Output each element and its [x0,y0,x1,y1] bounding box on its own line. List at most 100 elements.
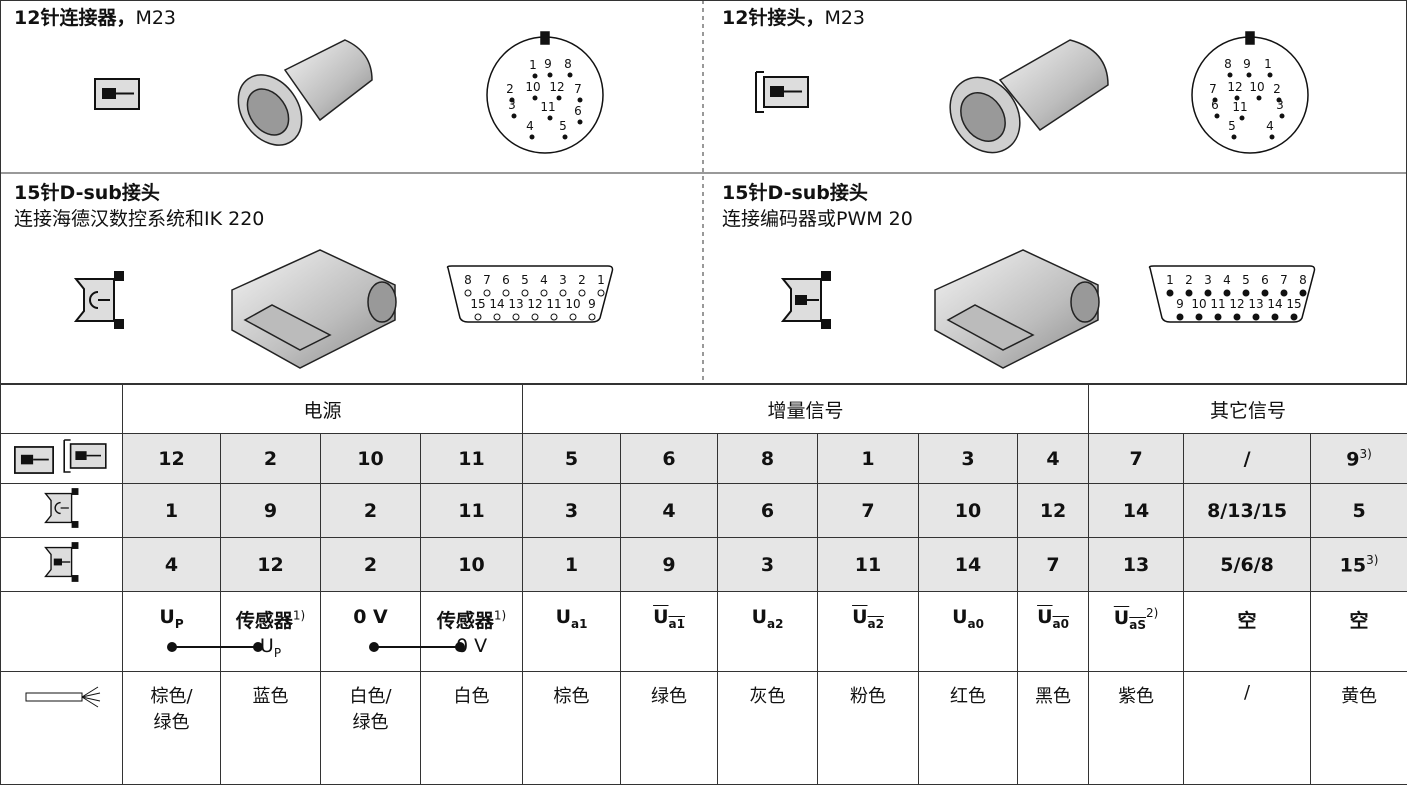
cell-text: 4 [165,554,178,576]
cell-text: 6 [761,500,774,522]
dsub-photo [232,250,396,368]
row-icon [1,434,123,484]
wire-color: 粉色 [818,672,919,785]
pin-label: 6 [1211,98,1219,112]
pin-cell: 1 [123,484,221,538]
pin-label: 3 [559,273,567,287]
pin-label: 4 [526,119,534,133]
pin-label: 11 [540,100,555,114]
cell-text: 9 [662,554,675,576]
color-line: 黑色 [1018,682,1088,708]
pin-cell: 2 [321,484,421,538]
pin-dot [465,290,471,296]
wire-color: 棕色/绿色 [123,672,221,785]
panel-title: 15针D-sub接头 [14,181,160,204]
wire-color: 白色/绿色 [321,672,421,785]
pin-label: 10 [565,297,580,311]
pin-label: 12 [1229,297,1244,311]
cell-text: 11 [855,554,881,576]
pin-label: 14 [1267,297,1282,311]
color-line: 蓝色 [221,682,320,708]
pin-cell: 2 [221,434,321,484]
table-row: 电源增量信号其它信号 [1,385,1407,434]
pin-dot [1272,314,1278,320]
icon [61,438,109,474]
color-line: 粉色 [818,682,918,708]
wire-color: 红色 [919,672,1018,785]
pin-label: 10 [525,80,540,94]
title-suffix: M23 [135,7,176,29]
pin-label: 10 [1249,80,1264,94]
cell-text: 14 [1123,500,1149,522]
pin-dot [598,290,604,296]
pin-dot [1234,314,1240,320]
pin-dot [1177,314,1183,320]
pin-dot [533,74,538,79]
cell-text: 2 [364,500,377,522]
pin-cell: 3 [523,484,621,538]
cell-text: 4 [662,500,675,522]
pin-dot [568,73,573,78]
pin-label: 8 [564,57,572,71]
pin-label: 11 [546,297,561,311]
dsub-photo [935,250,1099,368]
pin-label: 9 [1176,297,1184,311]
connector-panels: 12针连接器，M23 12针接头，M23 15针D-sub接头 连接海德汉数控系… [0,0,1407,384]
dsub-male-symbol [783,271,831,329]
pin-label: 11 [1210,297,1225,311]
pin-label: 12 [1227,80,1242,94]
pin-cell: 11 [421,434,523,484]
pin-dot [1205,290,1211,296]
pin-label: 5 [1228,119,1236,133]
pin-dot [475,314,481,320]
pin-label: 10 [1191,297,1206,311]
pin-label: 8 [1299,273,1307,287]
pin-cell: 8 [718,434,818,484]
pin-cell: 10 [321,434,421,484]
pin-cell: 11 [421,484,523,538]
pin-label: 3 [1276,98,1284,112]
pin-cell: 3 [919,434,1018,484]
pin-cell: 4 [1018,434,1089,484]
group-header: 其它信号 [1089,385,1407,434]
pin-dot [1228,73,1233,78]
icon [41,484,83,532]
pin-dot [578,120,583,125]
connector-photo [225,40,372,157]
cell-text: 10 [458,554,484,576]
pin-dot [1243,290,1249,296]
pin-dot [563,135,568,140]
pin-dot [530,135,535,140]
row-icon [1,484,123,538]
cell-text: 7 [1129,448,1142,470]
pin-label: 9 [1243,57,1251,71]
pin-dot [557,96,562,101]
pin-label: 7 [574,82,582,96]
pin-label: 7 [483,273,491,287]
pin-dot [541,290,547,296]
pin-dot [1215,314,1221,320]
pin-label: 12 [527,297,542,311]
color-line: 棕色 [523,682,620,708]
pin-label: 9 [588,297,596,311]
color-line: / [1184,682,1310,703]
panel-title: 12针接头，M23 [722,6,865,29]
pin-dot [533,96,538,101]
color-line: 棕色/ [123,682,220,708]
pin-cell: 6 [621,434,718,484]
footnote: 3) [1366,553,1378,567]
pin-cell: 8/13/15 [1184,484,1311,538]
cell-text: 3 [761,554,774,576]
dsub-female-symbol [76,271,124,329]
connector-symbol [95,79,139,109]
pin-label: 15 [1286,297,1301,311]
cell-text: 3 [565,500,578,522]
title-text: 12针连接器， [14,6,135,29]
pin-dot [578,98,583,103]
pin-label: 6 [1261,273,1269,287]
cell-text: 12 [1040,500,1066,522]
connections [0,583,1407,663]
